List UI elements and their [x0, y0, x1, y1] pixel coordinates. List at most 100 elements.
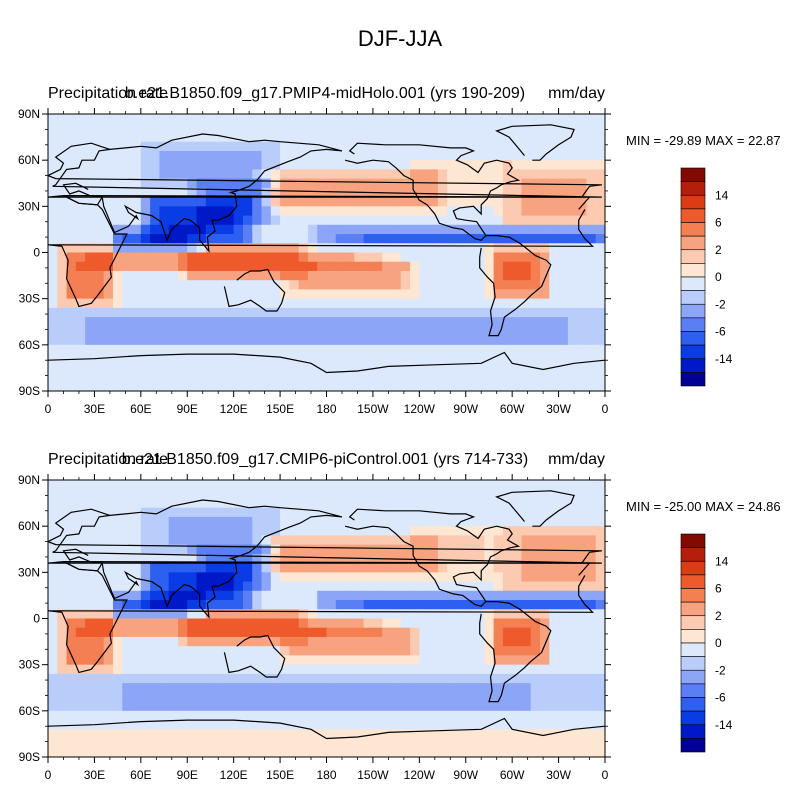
field-cell: [493, 563, 504, 573]
field-cell: [215, 160, 225, 170]
field-cell: [177, 526, 188, 536]
field-cell: [372, 169, 383, 180]
field-cell: [317, 553, 328, 564]
field-cell: [307, 234, 318, 244]
colorbar-swatch: [680, 181, 706, 196]
field-cell: [280, 289, 290, 300]
field-cell: [540, 261, 550, 272]
field-cell: [540, 563, 550, 573]
field-cell: [363, 636, 374, 647]
field-cell: [215, 516, 225, 527]
field-cell: [382, 326, 393, 337]
field-cell: [410, 132, 420, 143]
field-cell: [456, 526, 467, 536]
field-cell: [512, 132, 523, 143]
field-cell: [577, 646, 588, 657]
field-cell: [150, 507, 160, 518]
field-cell: [177, 489, 188, 500]
field-cell: [475, 729, 485, 740]
field-cell: [549, 344, 560, 355]
field-cell: [363, 197, 374, 207]
field-cell: [242, 169, 253, 180]
field-cell: [215, 141, 225, 152]
field-cell: [354, 261, 365, 272]
field-cell: [521, 673, 532, 684]
field-cell: [577, 381, 588, 391]
field-cell: [205, 344, 216, 355]
field-cell: [85, 563, 96, 573]
field-cell: [335, 372, 346, 383]
field-cell: [326, 280, 337, 291]
field-cell: [280, 581, 290, 592]
field-cell: [307, 335, 318, 346]
field-cell: [122, 553, 133, 564]
field-cell: [131, 381, 142, 391]
field-cell: [530, 150, 541, 161]
field-cell: [317, 317, 328, 327]
field-cell: [280, 480, 290, 490]
field-cell: [177, 710, 188, 721]
field-cell: [205, 572, 216, 583]
field-cell: [502, 480, 513, 490]
field-cell: [103, 261, 114, 272]
field-cell: [242, 252, 253, 263]
field-cell: [382, 307, 393, 318]
field-cell: [372, 544, 383, 555]
field-cell: [354, 535, 365, 546]
field-cell: [595, 498, 605, 509]
field-cell: [382, 215, 393, 226]
field-cell: [400, 729, 411, 740]
colorbar-tick-label: 14: [715, 188, 729, 202]
field-cell: [493, 526, 504, 536]
field-cell: [215, 747, 225, 757]
field-cell: [298, 618, 309, 629]
field-cell: [317, 581, 328, 592]
field-cell: [298, 307, 309, 318]
field-cell: [595, 747, 605, 757]
field-cell: [586, 636, 597, 647]
field-cell: [140, 544, 151, 555]
field-cell: [187, 178, 198, 189]
field-cell: [382, 609, 393, 620]
field-cell: [205, 609, 216, 620]
field-cell: [484, 234, 495, 244]
field-cell: [280, 243, 290, 254]
field-cell: [298, 600, 309, 610]
field-cell: [558, 747, 569, 757]
field-cell: [298, 627, 309, 638]
field-cell: [66, 618, 77, 629]
field-cell: [577, 729, 588, 740]
field-cell: [400, 618, 411, 629]
field-cell: [233, 132, 244, 143]
field-cell: [326, 354, 337, 364]
field-cell: [57, 489, 68, 500]
field-cell: [103, 326, 114, 337]
field-cell: [540, 141, 550, 152]
field-cell: [317, 252, 328, 263]
field-cell: [159, 363, 170, 374]
field-cell: [224, 326, 235, 337]
field-cell: [465, 636, 476, 647]
field-cell: [540, 344, 550, 355]
field-cell: [159, 169, 170, 180]
field-cell: [48, 535, 58, 546]
field-cell: [530, 664, 541, 675]
field-cell: [57, 480, 68, 490]
field-cell: [66, 535, 77, 546]
field-cell: [326, 344, 337, 355]
field-cell: [242, 618, 253, 629]
field-cell: [168, 581, 179, 592]
field-cell: [75, 600, 86, 610]
lon-tick-label: 120E: [220, 768, 248, 782]
field-cell: [400, 363, 411, 374]
field-cell: [595, 563, 605, 573]
field-cell: [447, 270, 458, 281]
field-cell: [168, 326, 179, 337]
field-cell: [57, 692, 68, 703]
field-cell: [549, 692, 560, 703]
field-cell: [521, 132, 532, 143]
field-cell: [205, 114, 216, 124]
field-cell: [567, 150, 578, 161]
field-cell: [177, 381, 188, 391]
field-cell: [289, 270, 300, 281]
